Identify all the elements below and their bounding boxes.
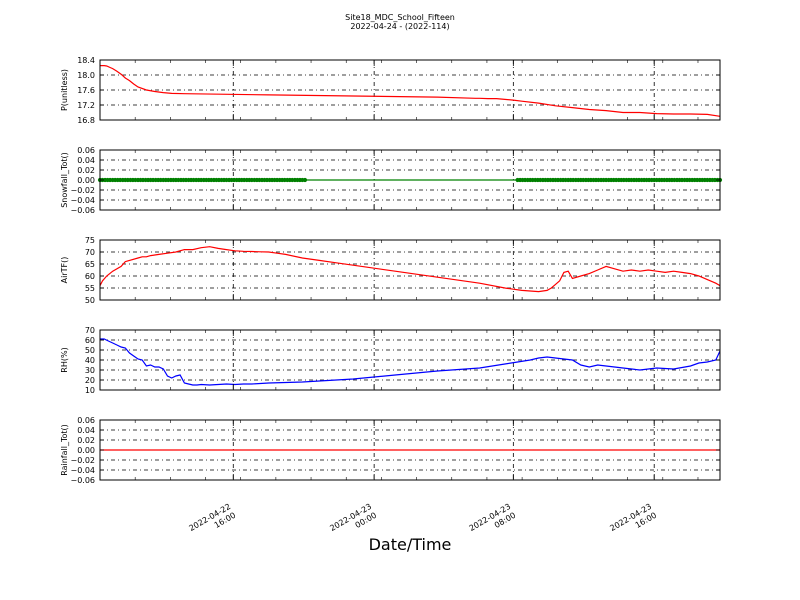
y-tick-label: 0.04 bbox=[77, 426, 95, 435]
y-tick-label: 60 bbox=[85, 272, 95, 281]
y-tick-label: 16.8 bbox=[77, 116, 95, 125]
y-tick-label: 55 bbox=[85, 284, 95, 293]
y-axis-label: RH(%) bbox=[60, 347, 69, 372]
y-tick-label: 0.00 bbox=[77, 176, 95, 185]
panel-2: −0.06−0.04−0.020.000.020.040.06 Snowfall_… bbox=[60, 146, 723, 215]
y-tick-label: 0.04 bbox=[77, 156, 95, 165]
x-tick-label: 2022-04-2216:00 bbox=[188, 502, 238, 542]
y-tick-label: 60 bbox=[85, 336, 95, 345]
y-tick-label: 0.02 bbox=[77, 436, 95, 445]
y-tick-label: 0.02 bbox=[77, 166, 95, 175]
x-tick-label: 2022-04-2308:00 bbox=[468, 502, 518, 542]
y-axis-label: Snowfall_Tot() bbox=[60, 152, 69, 208]
series-line bbox=[100, 65, 721, 117]
data-point-marker bbox=[302, 177, 308, 183]
y-tick-label: 18.0 bbox=[77, 71, 95, 80]
y-tick-label: −0.06 bbox=[70, 476, 95, 485]
y-tick-label: −0.04 bbox=[70, 196, 95, 205]
y-axis-label: P(unitless) bbox=[60, 69, 69, 111]
y-tick-label: 70 bbox=[85, 248, 95, 257]
y-tick-label: −0.04 bbox=[70, 466, 95, 475]
y-tick-label: −0.02 bbox=[70, 456, 95, 465]
chart-panels: 16.817.217.618.018.4P(unitless)−0.06−0.0… bbox=[60, 56, 723, 542]
y-tick-label: 18.4 bbox=[77, 56, 95, 65]
y-tick-label: 0.06 bbox=[77, 416, 95, 425]
y-tick-label: 65 bbox=[85, 260, 95, 269]
y-tick-label: 0.06 bbox=[77, 146, 95, 155]
y-tick-label: 0.00 bbox=[77, 446, 95, 455]
x-tick-label: 2022-04-2316:00 bbox=[608, 502, 658, 542]
y-tick-label: −0.06 bbox=[70, 206, 95, 215]
figure-subtitle: 2022-04-24 - (2022-114) bbox=[350, 22, 449, 31]
panel-3: 50 55 60 65 70 75 AirTF() bbox=[60, 236, 721, 305]
plot-frame bbox=[99, 239, 721, 301]
panel-1: 16.8 17.2 17.6 18.0 18.4 P(unitless) bbox=[60, 56, 721, 125]
y-axis-label: Rainfall_Tot() bbox=[60, 424, 69, 476]
y-tick-label: 30 bbox=[85, 366, 95, 375]
y-axis-label: AirTF() bbox=[60, 257, 69, 284]
y-tick-label: 70 bbox=[85, 326, 95, 335]
y-tick-label: 10 bbox=[85, 386, 95, 395]
x-axis-label: Date/Time bbox=[369, 535, 452, 554]
y-tick-label: 17.2 bbox=[77, 101, 95, 110]
figure-title: Site18_MDC_School_Fifteen bbox=[345, 13, 455, 22]
y-tick-label: 50 bbox=[85, 346, 95, 355]
series-line bbox=[99, 246, 721, 293]
y-tick-label: 20 bbox=[85, 376, 95, 385]
panel-5: −0.06−0.04−0.020.000.020.040.06 Rainfall_… bbox=[60, 416, 721, 485]
y-tick-label: 50 bbox=[85, 296, 95, 305]
series-line bbox=[100, 338, 721, 386]
y-tick-label: 40 bbox=[85, 356, 95, 365]
y-tick-label: 75 bbox=[85, 236, 95, 245]
y-tick-label: 17.6 bbox=[77, 86, 95, 95]
y-tick-label: −0.02 bbox=[70, 186, 95, 195]
